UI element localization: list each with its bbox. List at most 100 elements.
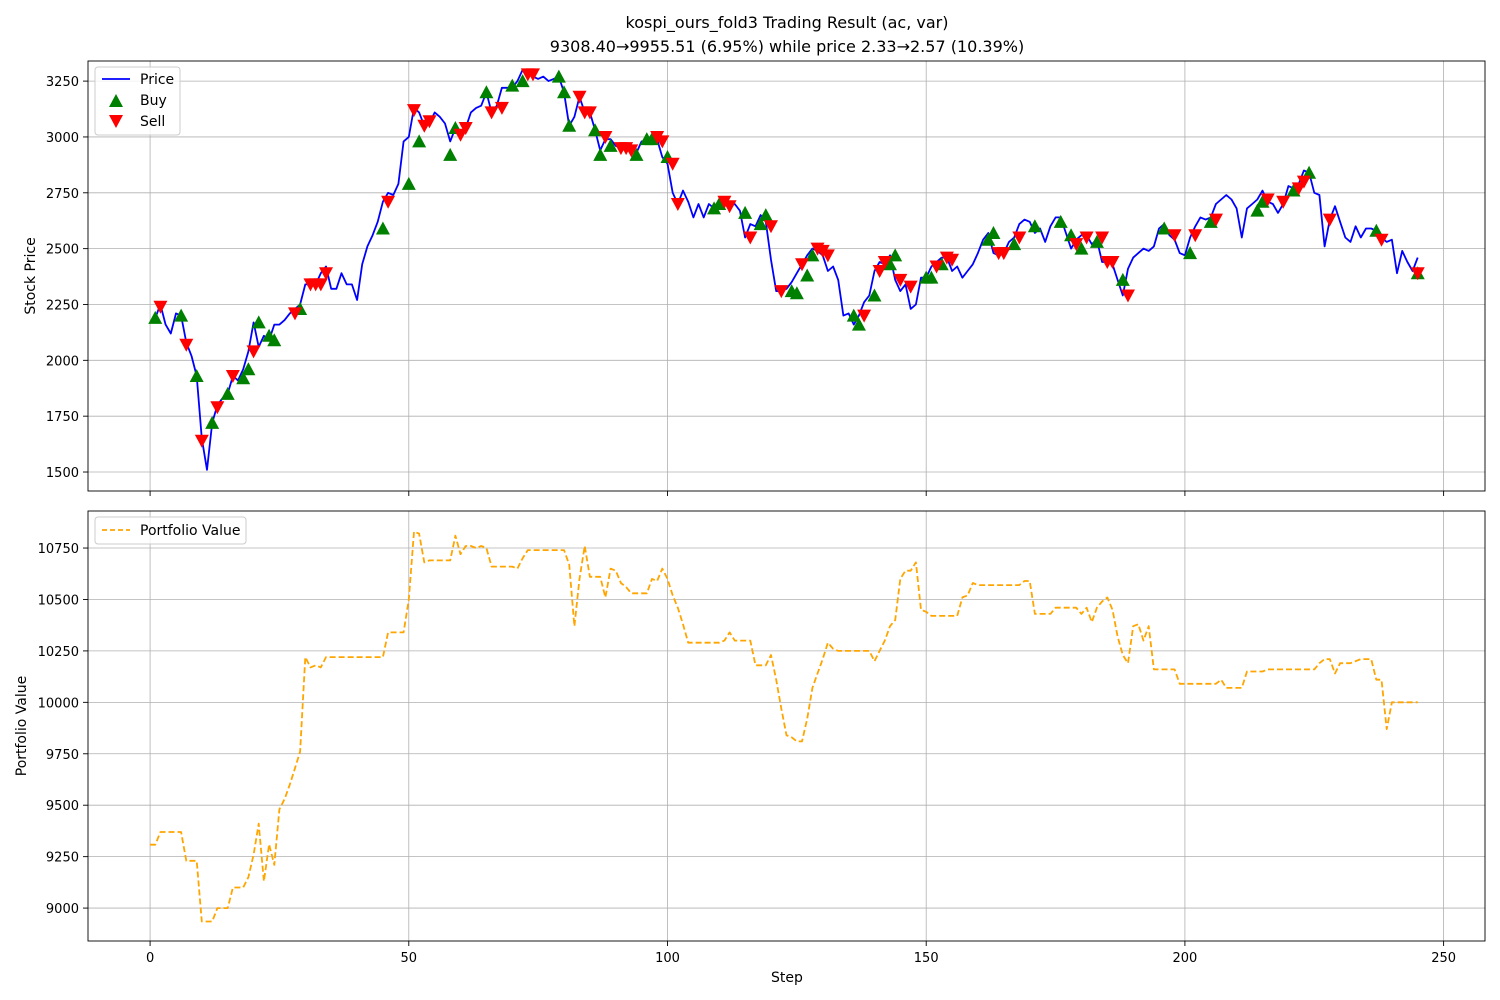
sell-marker — [1208, 213, 1223, 227]
legend-buy-swatch — [109, 94, 123, 107]
buy-marker — [1074, 241, 1089, 255]
portfolio-grid — [88, 511, 1485, 941]
portfolio-y-tick-label: 9750 — [46, 748, 79, 763]
sell-marker — [795, 258, 810, 272]
buy-marker — [267, 333, 282, 347]
buy-marker — [924, 270, 939, 284]
buy-marker — [867, 288, 882, 302]
portfolio-legend-box — [94, 516, 247, 545]
x-tick-label: 0 — [146, 951, 154, 966]
buy-marker — [443, 147, 458, 161]
sell-marker — [1296, 175, 1311, 189]
buy-marker — [412, 134, 427, 148]
sell-marker — [582, 106, 597, 120]
legend-price-label: Price — [140, 72, 174, 88]
x-tick-label: 100 — [655, 951, 680, 966]
buy-marker — [251, 315, 266, 329]
price-line — [154, 69, 1419, 471]
buy-marker — [220, 386, 235, 400]
buy-marker — [789, 286, 804, 300]
buy-marker — [888, 248, 903, 262]
sell-marker — [670, 197, 685, 211]
sell-marker — [1069, 238, 1084, 252]
sell-marker — [572, 90, 587, 104]
sell-marker — [598, 130, 613, 144]
buy-marker — [800, 268, 815, 282]
sell-marker — [872, 264, 887, 278]
sell-marker — [153, 300, 168, 314]
portfolio-y-tick-label: 9000 — [46, 902, 79, 917]
x-tick-label: 250 — [1431, 951, 1456, 966]
sell-marker — [1260, 193, 1275, 207]
sell-marker — [381, 195, 396, 209]
price-y-axis-label: Stock Price — [23, 237, 39, 314]
legend-portfolio-label: Portfolio Value — [140, 523, 241, 539]
sell-marker — [1167, 229, 1182, 243]
price-axes-frame — [87, 60, 1486, 492]
sell-marker — [1012, 231, 1027, 245]
buy-marker — [1302, 165, 1317, 179]
sell-marker — [313, 278, 328, 292]
sell-marker — [929, 260, 944, 274]
portfolio-panel: 0 50 100 150 200 250 9000 9250 9500 9750 10000 1025… — [14, 510, 1486, 986]
x-tick-label: 150 — [914, 951, 939, 966]
sell-marker — [743, 231, 758, 245]
buy-marker — [738, 205, 753, 219]
buy-marker — [1064, 228, 1079, 242]
chart-title-line-2: 9308.40→9955.51 (6.95%) while price 2.33… — [550, 37, 1024, 56]
price-y-tick-label: 3250 — [46, 75, 79, 90]
buy-marker — [805, 248, 820, 262]
legend-sell-swatch — [109, 115, 123, 128]
buy-marker — [375, 221, 390, 235]
x-tick-label: 50 — [401, 951, 418, 966]
price-y-tick-label: 1500 — [46, 466, 79, 481]
buy-marker — [758, 208, 773, 222]
sell-marker — [1410, 267, 1425, 281]
portfolio-y-tick-label: 10000 — [38, 696, 79, 711]
sell-marker — [406, 104, 421, 118]
buy-marker — [1115, 272, 1130, 286]
sell-marker — [194, 434, 209, 448]
sell-marker — [722, 200, 737, 214]
sell-marker — [665, 157, 680, 171]
price-series-layer — [148, 68, 1425, 471]
buy-marker — [1027, 219, 1042, 233]
sell-marker — [763, 220, 778, 234]
sell-marker — [453, 128, 468, 142]
buy-marker — [205, 415, 220, 429]
sell-marker — [525, 68, 540, 82]
sell-marker — [1374, 233, 1389, 247]
sell-marker — [820, 249, 835, 263]
buy-marker — [981, 232, 996, 246]
buy-marker — [1007, 237, 1022, 251]
sell-marker — [1105, 256, 1120, 270]
buy-marker — [1286, 183, 1301, 197]
buy-marker — [1203, 214, 1218, 228]
sell-marker — [945, 253, 960, 267]
x-tick-label: 200 — [1172, 951, 1197, 966]
legend-sell-label: Sell — [140, 114, 165, 130]
buy-marker — [479, 85, 494, 99]
price-y-tick-label: 3000 — [46, 131, 79, 146]
buy-marker — [505, 78, 520, 92]
portfolio-value-line — [150, 530, 1418, 923]
portfolio-y-tick-label: 10750 — [38, 542, 79, 557]
buy-marker — [562, 118, 577, 132]
buy-marker — [189, 368, 204, 382]
price-y-tick-label: 2000 — [46, 354, 79, 369]
portfolio-ticks: 0 50 100 150 200 250 9000 9250 9500 9750 10000 1025… — [38, 542, 1456, 966]
sell-marker — [624, 144, 639, 158]
price-panel: 1500 1750 2000 2250 2500 2750 3000 3250 Stock P… — [23, 60, 1486, 496]
portfolio-legend: Portfolio Value — [94, 516, 247, 545]
sell-marker — [903, 280, 918, 294]
sell-marker — [287, 307, 302, 321]
sell-marker — [1291, 182, 1306, 196]
buy-marker — [1053, 214, 1068, 228]
price-y-tick-label: 2250 — [46, 298, 79, 313]
sell-marker — [494, 101, 509, 115]
buy-marker — [1183, 246, 1198, 260]
x-axis-label: Step — [771, 970, 803, 986]
sell-marker — [996, 247, 1011, 261]
sell-marker — [210, 401, 225, 415]
sell-marker — [484, 106, 499, 120]
